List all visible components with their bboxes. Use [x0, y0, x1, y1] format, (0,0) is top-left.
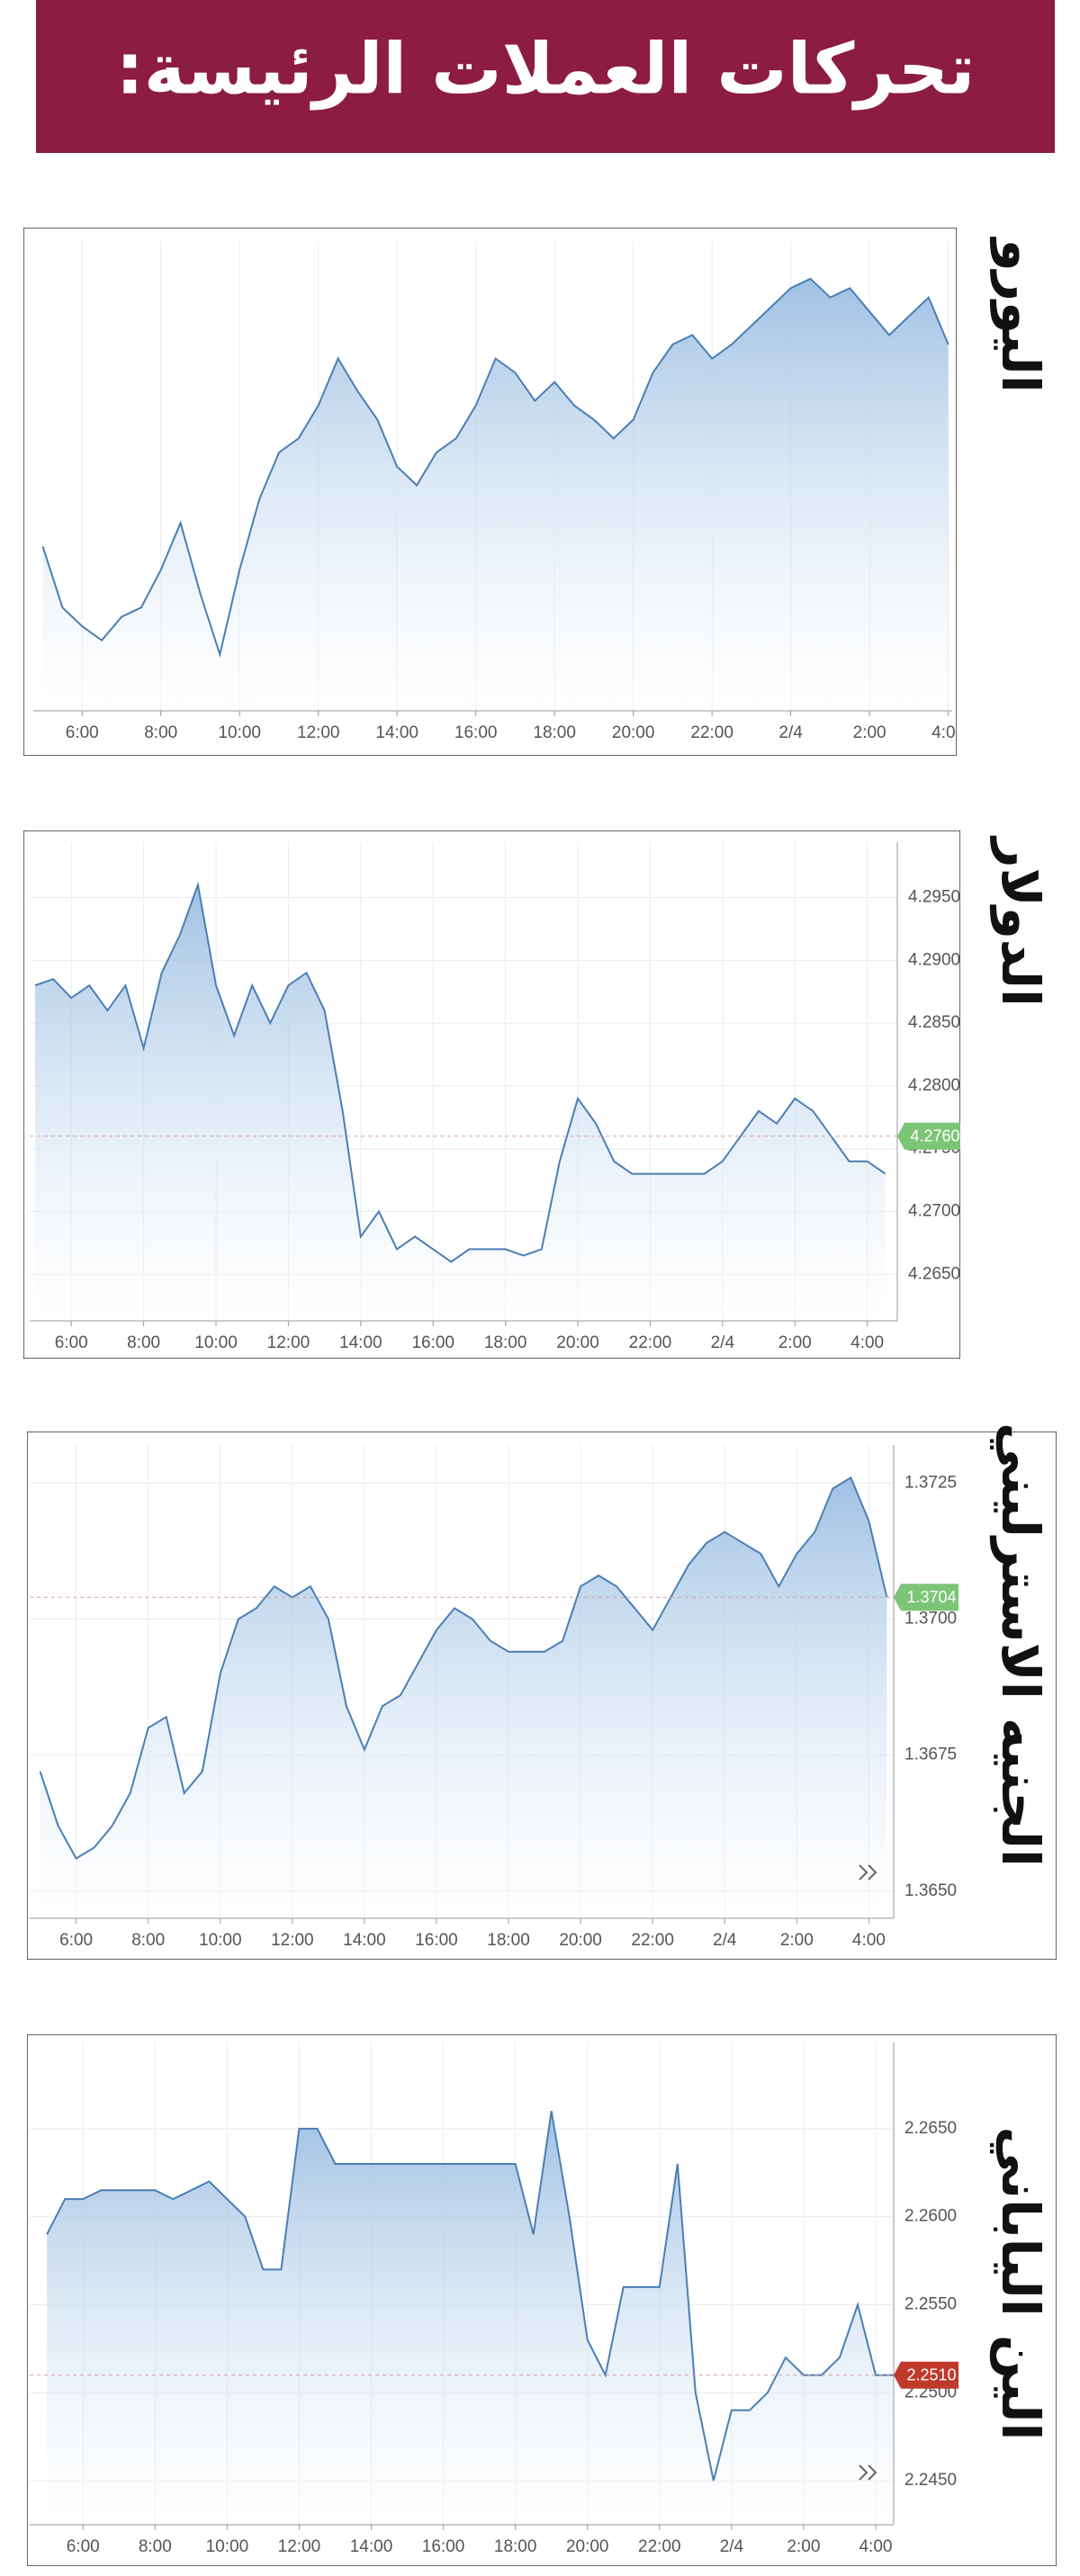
x-tick-label: 2:00 — [787, 2537, 820, 2556]
chart: 6:00 8:00 10:00 12:00 14:00 16:00 18:00 20:00 22… — [23, 228, 965, 756]
x-tick-label: 18:00 — [484, 1333, 527, 1352]
x-tick-label: 4:00 — [850, 1333, 884, 1352]
current-badge — [894, 1584, 958, 1611]
x-tick-label: 10:00 — [194, 1333, 238, 1352]
x-tick-label: 14:00 — [375, 723, 418, 742]
x-tick-label: 22:00 — [631, 1931, 674, 1950]
x-tick-label: 6:00 — [67, 2537, 100, 2556]
y-tick-label: 4.2900 — [908, 950, 960, 969]
x-tick-label: 18:00 — [494, 2537, 537, 2556]
chart: 6:00 8:00 10:00 12:00 14:00 16:00 18:00 20:00 22… — [27, 1432, 1057, 1960]
x-tick-label: 10:00 — [206, 2537, 249, 2556]
y-tick-label: 2.2450 — [904, 2471, 957, 2490]
header-title: تحركات العملات الرئيسة: — [116, 29, 976, 110]
x-tick-label: 18:00 — [487, 1931, 530, 1950]
x-tick-label: 2/4 — [778, 723, 803, 742]
x-tick-label: 4:00 — [859, 2537, 892, 2556]
x-tick-label: 12:00 — [271, 1931, 314, 1950]
x-tick-label: 2/4 — [720, 2537, 744, 2556]
x-tick-label: 4:00 — [852, 1931, 886, 1950]
y-tick-label: 4.2700 — [908, 1202, 960, 1221]
area-fill — [42, 278, 949, 711]
more-icon — [859, 1864, 878, 2481]
y-tick-label: 4.2950 — [908, 887, 960, 906]
current-badge — [894, 2361, 958, 2389]
x-tick-label: 6:00 — [59, 1931, 93, 1950]
y-tick-label: 1.3650 — [904, 1881, 957, 1900]
current-badge-label: 2.2510 — [906, 2365, 956, 2383]
x-tick-label: 16:00 — [422, 2537, 465, 2556]
x-tick-label: 18:00 — [533, 723, 576, 742]
x-tick-label: 20:00 — [566, 2537, 609, 2556]
current-badge-label: 1.3704 — [906, 1588, 956, 1606]
x-tick-label: 8:00 — [131, 1931, 165, 1950]
x-tick-label: 22:00 — [690, 723, 734, 742]
x-tick-label: 12:00 — [278, 2537, 321, 2556]
price-line — [46, 2111, 894, 2482]
x-tick-label: 14:00 — [350, 2537, 393, 2556]
x-tick-label: 20:00 — [559, 1931, 602, 1950]
chart-name: الدولار — [989, 835, 1051, 1007]
x-tick-label: 16:00 — [454, 723, 498, 742]
header-band — [36, 0, 1055, 153]
x-tick-label: 14:00 — [343, 1931, 386, 1950]
x-tick-label: 20:00 — [612, 723, 655, 742]
x-tick-label: 16:00 — [415, 1931, 458, 1950]
y-tick-label: 2.2550 — [904, 2294, 957, 2313]
x-tick-label: 12:00 — [297, 723, 340, 742]
x-tick-label: 8:00 — [127, 1333, 160, 1352]
x-tick-label: 2/4 — [711, 1333, 735, 1352]
x-tick-label: 22:00 — [629, 1333, 672, 1352]
area-fill — [35, 884, 886, 1321]
x-tick-label: 8:00 — [144, 723, 177, 742]
x-tick-label: 14:00 — [339, 1333, 382, 1352]
chart: 6:00 8:00 10:00 12:00 14:00 16:00 18:00 20:00 22… — [27, 2034, 1057, 2566]
x-tick-label: 2:00 — [853, 723, 886, 742]
x-tick-label: 2/4 — [713, 1931, 737, 1950]
y-tick-label: 2.2650 — [904, 2119, 957, 2138]
chart: 6:00 8:00 10:00 12:00 14:00 16:00 18:00 20:00 22… — [23, 830, 960, 1359]
x-tick-label: 4:00 — [932, 723, 965, 742]
area-fill — [40, 1477, 887, 1918]
price-line — [39, 1476, 888, 1860]
chart-name: الين الياباني — [989, 2127, 1051, 2441]
x-tick-label: 16:00 — [411, 1333, 454, 1352]
y-tick-label: 1.3700 — [904, 1609, 957, 1628]
x-tick-label: 10:00 — [199, 1931, 242, 1950]
current-badge — [897, 1122, 960, 1150]
price-line — [34, 881, 886, 1263]
y-tick-label: 4.2650 — [908, 1264, 960, 1283]
x-tick-label: 10:00 — [218, 723, 261, 742]
x-tick-label: 12:00 — [267, 1333, 310, 1352]
y-tick-label: 4.2800 — [908, 1076, 960, 1095]
current-badge-label: 4.2760 — [910, 1126, 959, 1144]
x-tick-label: 22:00 — [638, 2537, 681, 2556]
price-line — [41, 277, 950, 659]
x-tick-label: 20:00 — [556, 1333, 599, 1352]
x-tick-label: 2:00 — [780, 1931, 814, 1950]
area-fill — [47, 2111, 894, 2525]
x-tick-label: 6:00 — [66, 723, 99, 742]
y-tick-label: 2.2600 — [904, 2207, 957, 2226]
x-tick-label: 8:00 — [139, 2537, 172, 2556]
y-tick-label: 1.3725 — [904, 1473, 957, 1492]
chart-name: الجنيه الاسترليني — [989, 1423, 1051, 1867]
y-tick-label: 4.2850 — [908, 1013, 960, 1032]
x-tick-label: 2:00 — [778, 1333, 812, 1352]
y-tick-label: 1.3675 — [904, 1746, 957, 1764]
chart-name: اليورو — [989, 236, 1051, 392]
x-tick-label: 6:00 — [55, 1333, 88, 1352]
